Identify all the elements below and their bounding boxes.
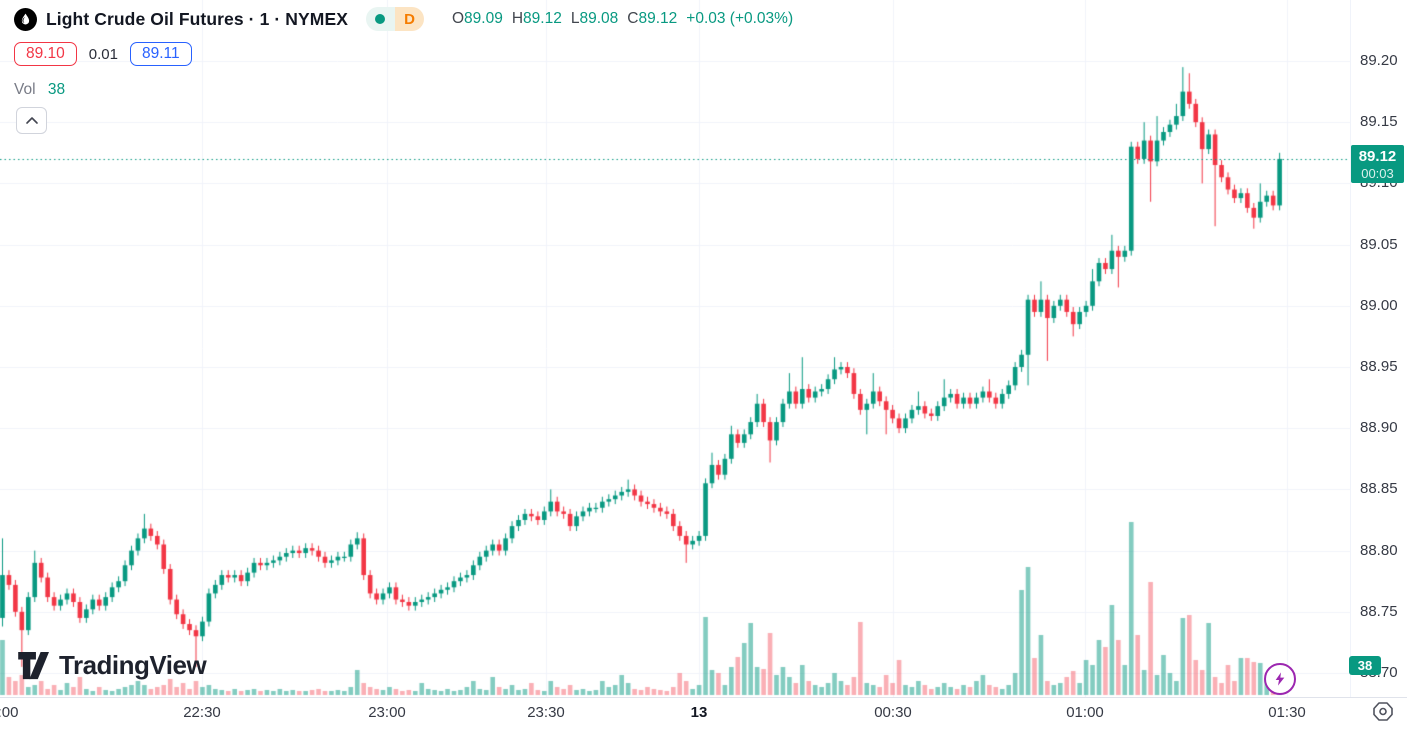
collapse-legend-button[interactable]: [16, 107, 47, 134]
sell-bid-button[interactable]: 89.10: [14, 42, 77, 66]
oil-drop-symbol-icon: [14, 7, 37, 31]
quote-row: 89.10 0.01 89.11: [14, 42, 192, 66]
time-tick-label: :00: [0, 704, 19, 721]
tradingview-watermark: TradingView: [18, 650, 207, 681]
current-volume-badge: 38: [1349, 656, 1381, 675]
symbol-title[interactable]: Light Crude Oil Futures · 1 · NYMEX: [46, 8, 348, 29]
close-value: C89.12: [627, 10, 678, 27]
candlestick-chart[interactable]: [0, 0, 1350, 697]
ohlc-readout: O89.09 H89.12 L89.08 C89.12 +0.03 (+0.03…: [452, 10, 802, 28]
time-tick-label: 00:30: [874, 704, 912, 721]
time-tick-label: 23:00: [368, 704, 406, 721]
time-tick-label: 23:30: [527, 704, 565, 721]
price-axis[interactable]: 89.2089.1589.1089.0589.0088.9588.9088.85…: [1350, 0, 1407, 697]
current-price-badge: 89.12 00:03: [1351, 145, 1404, 183]
chevron-up-icon: [25, 117, 38, 124]
time-tick-label: 01:30: [1268, 704, 1306, 721]
price-tick-label: 89.00: [1360, 296, 1398, 314]
watermark-text: TradingView: [59, 650, 207, 680]
bar-countdown: 00:03: [1361, 165, 1394, 181]
market-open-dot: [365, 7, 395, 31]
symbol-header: Light Crude Oil Futures · 1 · NYMEX D O8…: [14, 7, 802, 31]
price-tick-label: 88.80: [1360, 541, 1398, 559]
time-tick-label: 22:30: [183, 704, 221, 721]
price-tick-label: 89.05: [1360, 235, 1398, 253]
price-tick-label: 89.20: [1360, 52, 1398, 69]
lightning-bolt-icon: [1275, 672, 1285, 686]
time-axis[interactable]: :00 22:30 23:00 23:30 13 00:30 01:00 01:30: [0, 697, 1407, 731]
volume-label: Vol: [14, 81, 36, 98]
delayed-data-badge[interactable]: D: [394, 7, 424, 31]
change-value: +0.03 (+0.03%): [686, 10, 794, 27]
market-status-pill[interactable]: D: [365, 7, 424, 31]
low-value: L89.08: [570, 10, 619, 27]
quick-trade-button[interactable]: [1264, 663, 1296, 695]
current-price-value: 89.12: [1358, 147, 1397, 165]
time-tick-label: 01:00: [1066, 704, 1104, 721]
price-scale-settings-icon[interactable]: [1371, 701, 1395, 727]
tradingview-logo-icon: [18, 651, 49, 679]
time-tick-label: 13: [690, 704, 708, 721]
price-tick-label: 89.15: [1360, 113, 1398, 131]
price-tick-label: 88.90: [1360, 419, 1398, 437]
volume-legend: Vol 38: [14, 81, 65, 99]
price-tick-label: 88.85: [1360, 480, 1398, 498]
price-tick-label: 88.75: [1360, 602, 1398, 620]
volume-value: 38: [47, 81, 66, 98]
price-tick-label: 88.95: [1360, 358, 1398, 375]
open-value: O89.09: [451, 10, 503, 27]
spread-value: 0.01: [88, 45, 118, 63]
high-value: H89.12: [511, 10, 562, 27]
buy-ask-button[interactable]: 89.11: [130, 42, 192, 66]
